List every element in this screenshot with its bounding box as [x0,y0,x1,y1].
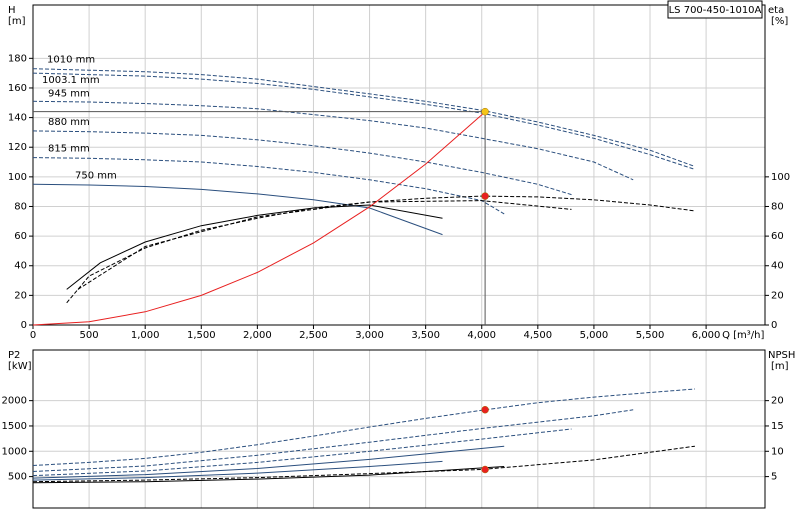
y2-tick-label: 40 [771,261,784,272]
y-tick-label: 120 [8,142,27,153]
y-tick-label: 0 [21,320,27,331]
y-tick-label: 500 [8,472,27,483]
x-axis-label: Q [m³/h] [722,330,764,341]
curve [32,445,695,483]
x-tick-label: 5,000 [580,330,609,341]
curve [32,130,572,196]
curve [32,460,443,481]
y2-tick-label: 5 [771,472,777,483]
curve [32,100,634,181]
y-tick-label: 1500 [2,421,27,432]
y-tick-label: 60 [14,231,27,242]
x-tick-label: 4,500 [524,330,553,341]
curve [32,157,505,215]
y2-tick-label: 80 [771,201,784,212]
y2-tick-label: 10 [771,446,784,457]
y2-tick-label: 60 [771,231,784,242]
y2-tick-label: 0 [771,320,777,331]
curve [32,466,505,484]
curve-label: 815 mm [48,144,90,155]
x-tick-label: 500 [80,330,99,341]
x-tick-label: 1,000 [131,330,160,341]
y2-axis-label: NPSH [768,350,795,361]
y2-tick-label: 100 [771,172,790,183]
curve [32,445,505,479]
x-tick-label: 2,000 [243,330,272,341]
y-tick-label: 140 [8,113,27,124]
y-axis-unit: [kW] [8,361,32,372]
plot-frame [32,349,766,509]
operating-point [481,465,489,474]
y-tick-label: 100 [8,172,27,183]
y-tick-label: 180 [8,53,27,64]
y2-tick-label: 20 [771,290,784,301]
y2-axis-unit: [m] [771,361,789,372]
curve [32,111,486,326]
curve [32,72,696,170]
y2-tick-label: 20 [771,396,784,407]
x-tick-label: 1,500 [187,330,216,341]
y-axis-label: P2 [8,350,20,361]
y-tick-label: 1000 [2,446,27,457]
curve-label: 945 mm [48,88,90,99]
curve [32,388,695,466]
curve-label: 1010 mm [47,55,95,66]
legend-text: LS 700-450-1010A [669,5,762,16]
curve [66,204,443,290]
curve [32,428,572,477]
y-tick-label: 2000 [2,396,27,407]
curve [32,183,443,236]
y-tick-label: 20 [14,290,27,301]
curve [32,68,696,167]
y2-axis-unit: [%] [771,16,788,27]
y-axis-label: H [8,5,16,16]
x-tick-label: 3,500 [411,330,440,341]
y2-axis-label: eta [768,5,784,16]
y2-tick-label: 15 [771,421,784,432]
curve [77,200,572,290]
x-tick-label: 3,000 [355,330,384,341]
y-tick-label: 80 [14,201,27,212]
operating-point [481,406,489,414]
x-tick-label: 2,500 [299,330,328,341]
curve-label: 1003.1 mm [42,75,100,86]
x-tick-label: 0 [30,330,36,341]
x-tick-label: 4,000 [467,330,496,341]
y-axis-unit: [m] [8,16,26,27]
curve [32,409,634,472]
x-tick-label: 6,000 [692,330,721,341]
curve-label: 750 mm [75,170,117,181]
x-tick-label: 5,500 [636,330,665,341]
curve-label: 880 mm [48,117,90,128]
plot-frame [32,4,766,326]
legend-box [667,0,763,19]
y-tick-label: 160 [8,83,27,94]
operating-point [481,192,489,200]
operating-point [481,107,489,116]
y-tick-label: 40 [14,261,27,272]
